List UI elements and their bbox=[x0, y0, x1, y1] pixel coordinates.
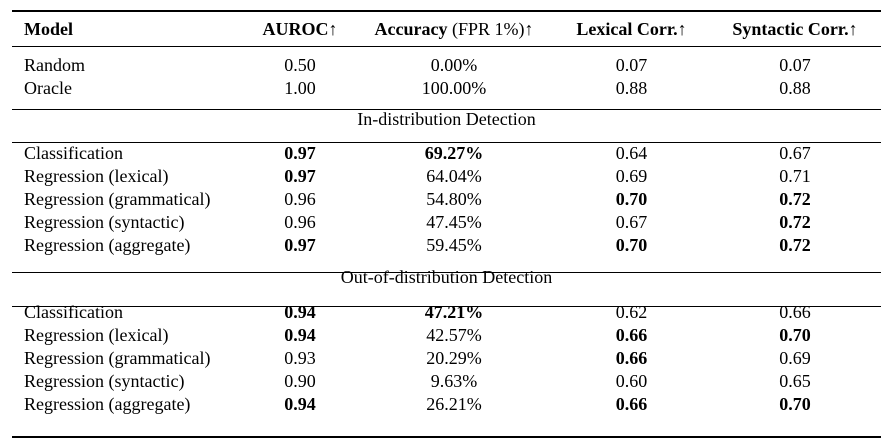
cell-auroc: 0.96 bbox=[284, 189, 316, 209]
results-table: Model AUROC↑ Accuracy (FPR 1%)↑ Lexical … bbox=[12, 12, 881, 416]
cell-auroc: 0.93 bbox=[284, 348, 316, 368]
table-row: Classification 0.97 69.27% 0.64 0.67 bbox=[12, 142, 881, 165]
cell-syntactic: 0.66 bbox=[779, 302, 811, 322]
cell-model: Regression (grammatical) bbox=[24, 348, 211, 368]
cell-lexical: 0.67 bbox=[615, 212, 648, 232]
cell-lexical: 0.69 bbox=[615, 166, 648, 186]
cell-syntactic: 0.07 bbox=[779, 55, 811, 75]
cell-auroc: 1.00 bbox=[284, 78, 316, 98]
cell-lexical: 0.62 bbox=[615, 302, 648, 322]
table-row: Regression (grammatical) 0.93 20.29% 0.6… bbox=[12, 347, 881, 370]
cell-syntactic: 0.70 bbox=[779, 394, 811, 414]
cell-auroc: 0.97 bbox=[284, 166, 316, 186]
cell-syntactic: 0.88 bbox=[779, 78, 811, 98]
cell-model: Regression (lexical) bbox=[24, 166, 169, 186]
cell-auroc: 0.50 bbox=[284, 55, 316, 75]
cell-lexical: 0.70 bbox=[615, 189, 648, 209]
cell-syntactic: 0.71 bbox=[779, 166, 811, 186]
section-2-title-rule bbox=[12, 306, 881, 307]
cell-lexical: 0.64 bbox=[615, 143, 648, 163]
cell-auroc: 0.97 bbox=[284, 143, 316, 163]
section-title-row: In-distribution Detection bbox=[12, 104, 881, 134]
cell-lexical: 0.66 bbox=[615, 325, 648, 345]
cell-syntactic: 0.72 bbox=[779, 235, 811, 255]
header-model: Model bbox=[24, 18, 73, 39]
section-2-top-rule bbox=[12, 272, 881, 273]
cell-model: Regression (aggregate) bbox=[24, 235, 191, 255]
cell-accuracy: 59.45% bbox=[426, 235, 482, 255]
cell-auroc: 0.90 bbox=[284, 371, 316, 391]
cell-accuracy: 26.21% bbox=[426, 394, 482, 414]
cell-model: Regression (lexical) bbox=[24, 325, 169, 345]
table-row: Regression (syntactic) 0.90 9.63% 0.60 0… bbox=[12, 370, 881, 393]
cell-auroc: 0.94 bbox=[284, 325, 316, 345]
header-accuracy: Accuracy (FPR 1%)↑ bbox=[354, 12, 554, 46]
cell-syntactic: 0.69 bbox=[779, 348, 811, 368]
table-row: Oracle 1.00 100.00% 0.88 0.88 bbox=[12, 77, 881, 100]
cell-model: Regression (syntactic) bbox=[24, 212, 185, 232]
header-row: Model AUROC↑ Accuracy (FPR 1%)↑ Lexical … bbox=[12, 12, 881, 46]
table-row: Regression (grammatical) 0.96 54.80% 0.7… bbox=[12, 188, 881, 211]
section-1-title-rule bbox=[12, 142, 881, 143]
table-row: Regression (lexical) 0.97 64.04% 0.69 0.… bbox=[12, 165, 881, 188]
cell-model: Regression (grammatical) bbox=[24, 189, 211, 209]
cell-model: Regression (aggregate) bbox=[24, 394, 191, 414]
cell-accuracy: 47.45% bbox=[426, 212, 482, 232]
header-accuracy-main: Accuracy bbox=[374, 18, 448, 39]
cell-lexical: 0.88 bbox=[615, 78, 648, 98]
cell-lexical: 0.66 bbox=[615, 348, 648, 368]
table-row: Regression (lexical) 0.94 42.57% 0.66 0.… bbox=[12, 324, 881, 347]
cell-accuracy: 9.63% bbox=[430, 371, 478, 391]
cell-lexical: 0.60 bbox=[615, 371, 648, 391]
cell-syntactic: 0.65 bbox=[779, 371, 811, 391]
section-title: In-distribution Detection bbox=[357, 108, 536, 129]
header-rule bbox=[12, 46, 881, 47]
cell-model: Classification bbox=[24, 302, 123, 322]
cell-accuracy: 20.29% bbox=[426, 348, 482, 368]
cell-syntactic: 0.67 bbox=[779, 143, 811, 163]
cell-auroc: 0.97 bbox=[284, 235, 316, 255]
table-row: Regression (aggregate) 0.94 26.21% 0.66 … bbox=[12, 393, 881, 416]
cell-model: Random bbox=[24, 55, 85, 75]
table-row: Random 0.50 0.00% 0.07 0.07 bbox=[12, 54, 881, 77]
cell-auroc: 0.94 bbox=[284, 302, 316, 322]
table-row: Classification 0.94 47.21% 0.62 0.66 bbox=[12, 301, 881, 324]
bottom-rule bbox=[12, 436, 881, 438]
cell-syntactic: 0.70 bbox=[779, 325, 811, 345]
cell-model: Regression (syntactic) bbox=[24, 371, 185, 391]
cell-syntactic: 0.72 bbox=[779, 212, 811, 232]
cell-accuracy: 64.04% bbox=[426, 166, 482, 186]
cell-lexical: 0.07 bbox=[615, 55, 648, 75]
header-auroc: AUROC↑ bbox=[262, 18, 338, 39]
table-row: Regression (syntactic) 0.96 47.45% 0.67 … bbox=[12, 211, 881, 234]
cell-accuracy: 42.57% bbox=[426, 325, 482, 345]
top-rule bbox=[12, 10, 881, 12]
cell-auroc: 0.96 bbox=[284, 212, 316, 232]
cell-lexical: 0.70 bbox=[615, 235, 648, 255]
cell-model: Classification bbox=[24, 143, 123, 163]
section-title-row: Out-of-distribution Detection bbox=[12, 261, 881, 293]
header-syntactic: Syntactic Corr.↑ bbox=[732, 18, 858, 39]
cell-auroc: 0.94 bbox=[284, 394, 316, 414]
cell-accuracy: 47.21% bbox=[424, 302, 484, 322]
baseline-rule bbox=[12, 109, 881, 110]
cell-accuracy: 100.00% bbox=[421, 78, 487, 98]
section-title: Out-of-distribution Detection bbox=[340, 266, 553, 287]
cell-accuracy: 54.80% bbox=[426, 189, 482, 209]
cell-syntactic: 0.72 bbox=[779, 189, 811, 209]
cell-accuracy: 69.27% bbox=[424, 143, 484, 163]
header-lexical: Lexical Corr.↑ bbox=[576, 18, 687, 39]
cell-accuracy: 0.00% bbox=[430, 55, 478, 75]
table-row: Regression (aggregate) 0.97 59.45% 0.70 … bbox=[12, 234, 881, 257]
header-accuracy-sub: (FPR 1%)↑ bbox=[447, 18, 534, 39]
cell-model: Oracle bbox=[24, 78, 72, 98]
cell-lexical: 0.66 bbox=[615, 394, 648, 414]
